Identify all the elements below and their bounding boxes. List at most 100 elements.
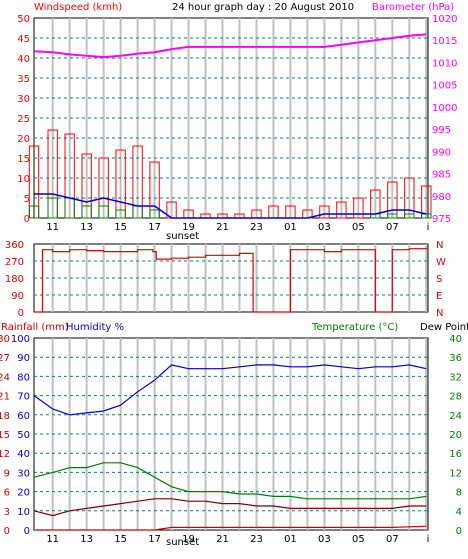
x-tick-label: 13 <box>80 222 93 233</box>
rainfall-line <box>34 525 427 531</box>
compass-label: E <box>436 291 442 302</box>
right-tick-label: 1010 <box>432 58 457 69</box>
x-tick-label: 05 <box>352 534 365 545</box>
x-tick-marker: i <box>427 222 430 233</box>
left-tick-label: 5 <box>24 194 30 205</box>
temperature-tick-label: 0 <box>456 526 462 537</box>
temperature-tick-label: 32 <box>449 372 462 383</box>
speed-bar <box>47 197 58 219</box>
x-tick-label: 03 <box>318 222 331 233</box>
rain-tick-label: 6 <box>4 488 10 499</box>
temperature-panel: 11 13 15 17 19 21 23 01 03 05 07 i03691215182124273… <box>0 334 462 545</box>
compass-label: N <box>436 240 443 251</box>
direction-tick-label: 270 <box>5 257 24 268</box>
left-tick-label: 10 <box>17 174 30 185</box>
temperature-tick-label: 36 <box>449 353 462 364</box>
speed-bar <box>81 205 92 219</box>
temperature-tick-label: 24 <box>449 411 462 422</box>
x-tick-label: 17 <box>148 534 161 545</box>
x-tick-label: 03 <box>318 534 331 545</box>
humidity-tick-label: 30 <box>17 468 30 479</box>
left-tick-label: 20 <box>17 134 30 145</box>
compass-label: N <box>436 308 443 319</box>
direction-tick-label: 0 <box>18 308 24 319</box>
gust-bar <box>353 197 364 219</box>
barometer-line <box>33 33 427 59</box>
left-tick-label: 50 <box>17 14 30 25</box>
x-tick-label: 19 <box>182 222 195 233</box>
humidity-tick-label: 90 <box>17 353 30 364</box>
sunset-label-bottom: sunset <box>166 537 199 548</box>
left-tick-label: 45 <box>17 34 30 45</box>
left-tick-label: 25 <box>17 114 30 125</box>
right-tick-label: 1015 <box>432 36 457 47</box>
humidity-tick-label: 60 <box>17 411 30 422</box>
gust-bar <box>319 205 330 219</box>
temperature-line <box>33 462 427 500</box>
x-tick-label: 11 <box>46 222 59 233</box>
humidity-tick-label: 20 <box>17 488 30 499</box>
dew-point-line <box>33 498 427 517</box>
speed-bar <box>387 213 398 219</box>
right-tick-label: 995 <box>432 125 451 136</box>
compass-label: S <box>436 274 442 285</box>
rain-tick-label: 3 <box>4 507 10 518</box>
rain-tick-label: 24 <box>0 372 10 383</box>
temperature-axis-label: Temperature (°C) <box>311 322 398 333</box>
x-tick-label: 05 <box>352 222 365 233</box>
right-tick-label: 1020 <box>432 14 457 25</box>
speed-bar <box>149 209 160 219</box>
x-tick-label: 01 <box>284 222 297 233</box>
left-tick-label: 40 <box>17 54 30 65</box>
plot-frame <box>33 243 429 313</box>
x-tick-label: 21 <box>216 222 229 233</box>
x-tick-marker: i <box>427 534 430 545</box>
graph-title: 24 hour graph day : 20 August 2010 <box>172 2 354 13</box>
x-tick-label: 23 <box>250 534 263 545</box>
rain-tick-label: 0 <box>4 526 10 537</box>
rain-tick-label: 9 <box>4 468 10 479</box>
direction-tick-label: 90 <box>11 291 24 302</box>
right-tick-label: 985 <box>432 170 451 181</box>
speed-bar <box>28 205 40 219</box>
barometer-axis-label: Barometer (hPa) <box>372 2 454 13</box>
right-tick-label: 975 <box>432 214 451 225</box>
right-tick-label: 1000 <box>432 103 457 114</box>
rain-tick-label: 15 <box>0 430 10 441</box>
temperature-tick-label: 8 <box>456 488 462 499</box>
x-tick-label: 15 <box>114 222 127 233</box>
x-tick-label: 01 <box>284 534 297 545</box>
left-tick-label: 35 <box>17 74 30 85</box>
windspeed-axis-label: Windspeed (kmh) <box>34 2 122 13</box>
rain-tick-label: 21 <box>0 392 10 403</box>
direction-tick-label: 180 <box>5 274 24 285</box>
x-tick-label: 23 <box>250 222 263 233</box>
humidity-tick-label: 80 <box>17 372 30 383</box>
rain-tick-label: 30 <box>0 334 10 345</box>
humidity-tick-label: 40 <box>17 449 30 460</box>
plot-frame <box>33 337 429 531</box>
temperature-tick-label: 20 <box>449 430 462 441</box>
speed-bar <box>421 213 432 219</box>
rain-tick-label: 12 <box>0 449 10 460</box>
rain-tick-label: 27 <box>0 353 10 364</box>
rainfall-axis-label: Rainfall (mm) <box>1 322 69 333</box>
speed-bar <box>98 205 109 219</box>
speed-bar <box>115 209 126 219</box>
x-tick-label: 17 <box>148 222 161 233</box>
x-tick-label: 19 <box>182 534 195 545</box>
left-tick-label: 15 <box>17 154 30 165</box>
temperature-tick-label: 12 <box>449 468 462 479</box>
sunset-label-top: sunset <box>166 231 199 242</box>
x-tick-label: 07 <box>386 534 399 545</box>
right-tick-label: 990 <box>432 147 451 158</box>
dew-point-axis-label: Dew Point <box>420 322 468 333</box>
humidity-tick-label: 70 <box>17 392 30 403</box>
temperature-tick-label: 40 <box>449 334 462 345</box>
gust-bar <box>336 201 347 219</box>
left-tick-label: 0 <box>24 214 30 225</box>
x-tick-label: 15 <box>114 534 127 545</box>
x-tick-label: 21 <box>216 534 229 545</box>
